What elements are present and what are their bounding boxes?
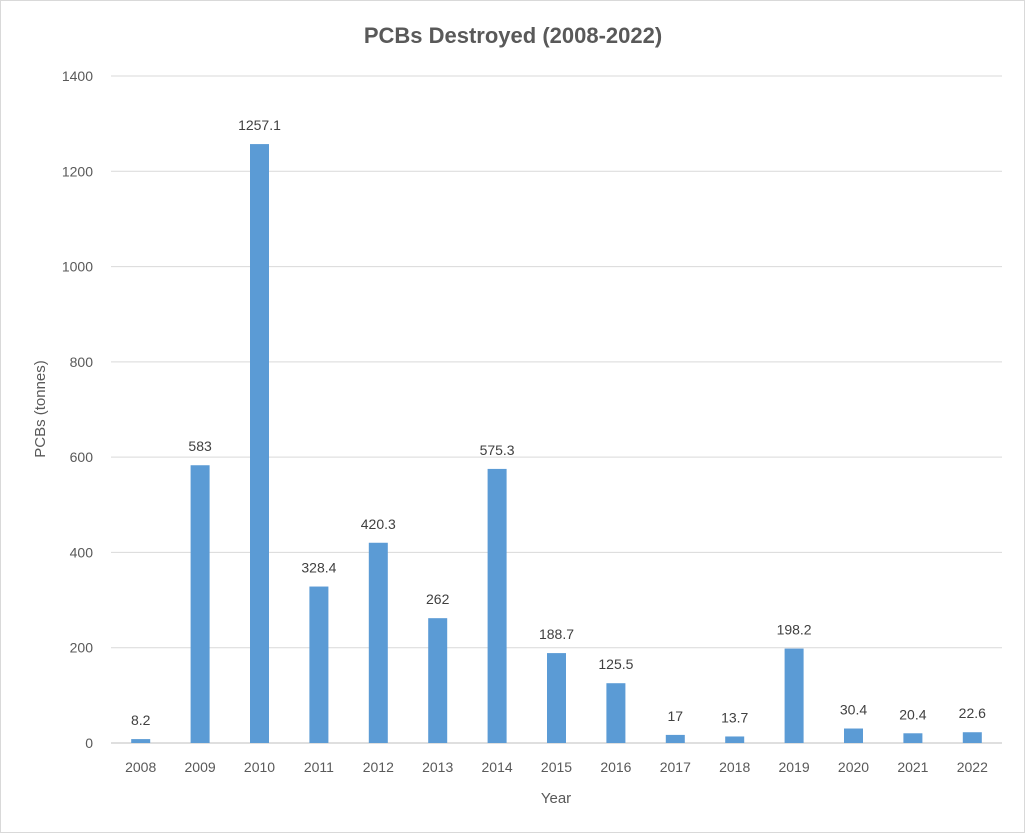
- data-label-2014: 575.3: [480, 442, 515, 458]
- x-tick-label-2012: 2012: [363, 759, 394, 775]
- y-tick-label: 0: [85, 735, 93, 751]
- x-tick-label-2013: 2013: [422, 759, 453, 775]
- x-tick-label-2018: 2018: [719, 759, 750, 775]
- bar-2009: [190, 465, 210, 743]
- bar-2021: [903, 733, 923, 743]
- y-axis-ticks: 0 200 400 600 800 1000 1200 1400: [62, 68, 93, 751]
- data-label-2019: 198.2: [777, 622, 812, 638]
- data-label-2008: 8.2: [131, 712, 151, 728]
- x-tick-label-2009: 2009: [185, 759, 216, 775]
- x-tick-label-2015: 2015: [541, 759, 572, 775]
- data-label-2012: 420.3: [361, 516, 396, 532]
- y-tick-label: 1400: [62, 68, 93, 84]
- x-tick-label-2010: 2010: [244, 759, 275, 775]
- y-tick-label: 400: [70, 544, 94, 560]
- bar-2014: [487, 468, 507, 743]
- bars: [131, 144, 982, 743]
- data-label-2015: 188.7: [539, 626, 574, 642]
- data-label-2009: 583: [188, 438, 212, 454]
- bar-2020: [844, 728, 863, 743]
- data-label-2011: 328.4: [301, 560, 336, 576]
- x-tick-label-2014: 2014: [482, 759, 513, 775]
- data-label-2016: 125.5: [598, 656, 633, 672]
- bar-2008: [131, 739, 151, 743]
- y-tick-label: 800: [70, 354, 94, 370]
- x-tick-label-2008: 2008: [125, 759, 156, 775]
- x-tick-label-2021: 2021: [897, 759, 928, 775]
- bar-2019: [784, 648, 804, 743]
- y-tick-label: 1200: [62, 163, 93, 179]
- data-label-2010: 1257.1: [238, 117, 281, 133]
- x-tick-label-2019: 2019: [779, 759, 810, 775]
- bar-2011: [309, 586, 329, 743]
- data-labels: 8.2 583 1257.1 328.4 420.3 262 575.3 188.7 125.5…: [131, 117, 986, 728]
- bar-2016: [606, 683, 626, 743]
- data-label-2018: 13.7: [721, 709, 748, 725]
- bar-2018: [725, 736, 745, 743]
- bar-2017: [665, 734, 685, 743]
- y-tick-label: 200: [70, 640, 94, 656]
- bar-2022: [962, 732, 982, 743]
- data-label-2020: 30.4: [840, 702, 867, 718]
- x-tick-label-2017: 2017: [660, 759, 691, 775]
- y-tick-label: 1000: [62, 259, 93, 275]
- bar-2015: [547, 653, 566, 743]
- x-axis-ticks: 2008 2009 2010 2011 2012 2013 2014 2015 2016 2017…: [125, 759, 988, 775]
- x-tick-label-2011: 2011: [304, 759, 334, 775]
- y-axis-label: PCBs (tonnes): [32, 360, 49, 458]
- data-label-2021: 20.4: [899, 706, 926, 722]
- data-label-2017: 17: [668, 708, 684, 724]
- data-label-2013: 262: [426, 591, 450, 607]
- y-tick-label: 600: [70, 449, 94, 465]
- x-tick-label-2020: 2020: [838, 759, 869, 775]
- x-axis-label: Year: [541, 790, 571, 807]
- x-tick-label-2022: 2022: [957, 759, 988, 775]
- bar-2012: [368, 542, 388, 743]
- gridlines: [111, 75, 1002, 744]
- bar-2013: [428, 618, 448, 743]
- x-tick-label-2016: 2016: [600, 759, 631, 775]
- data-label-2022: 22.6: [959, 705, 986, 721]
- bar-2010: [250, 144, 269, 743]
- chart-title: PCBs Destroyed (2008-2022): [364, 23, 662, 48]
